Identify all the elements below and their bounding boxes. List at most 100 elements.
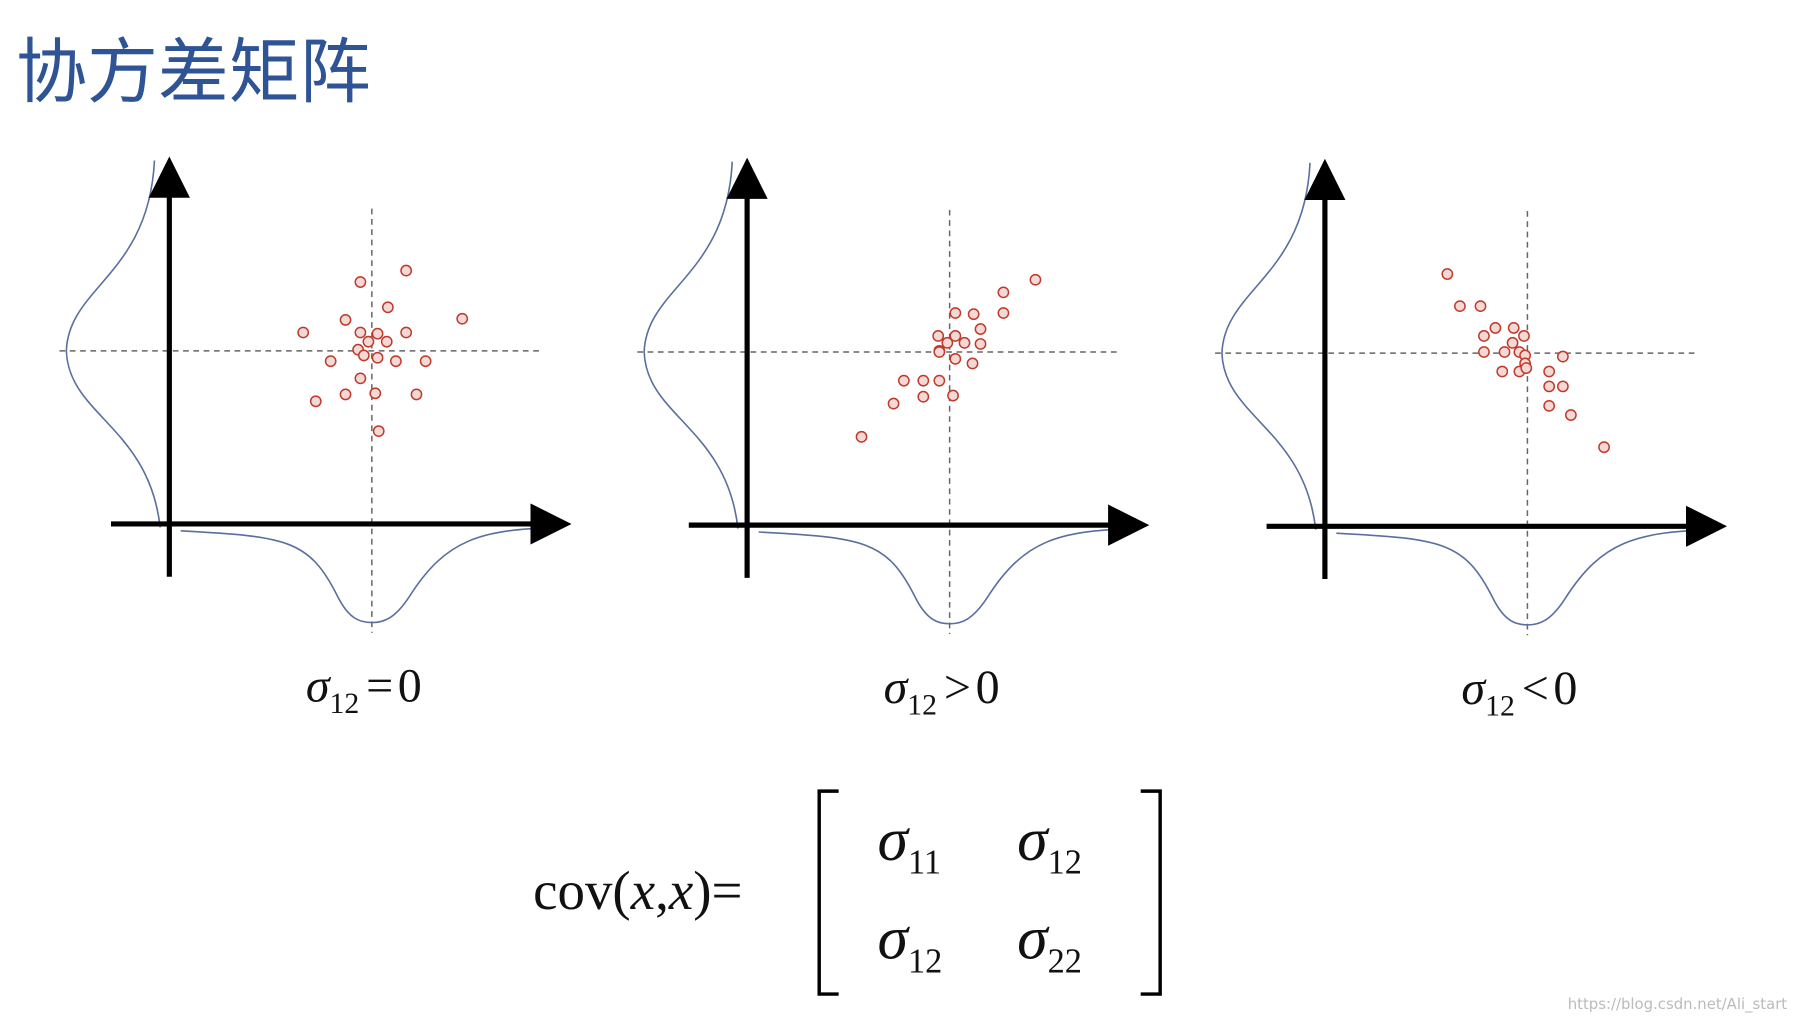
scatter-point — [974, 323, 987, 335]
caption: σ12 = 0 — [306, 660, 422, 721]
scatter-point — [897, 374, 910, 387]
scatter-point — [932, 330, 945, 342]
scatter-point — [966, 357, 979, 370]
scatter-point — [339, 388, 352, 401]
scatter-point — [1543, 380, 1556, 393]
plot-panel: σ12 >0 — [637, 157, 1150, 721]
scatter-point — [309, 395, 322, 408]
entry-sub: 12 — [908, 942, 942, 980]
scatter-point — [917, 374, 930, 387]
entry-sub: 12 — [1048, 844, 1082, 882]
scatter-point — [297, 326, 310, 339]
marginal-y — [643, 161, 739, 529]
caption-relation: < — [1522, 662, 1549, 715]
scatter-point — [967, 308, 980, 321]
scatter-point — [410, 388, 423, 401]
scatter-point — [1507, 322, 1520, 334]
scatter-point — [372, 425, 385, 438]
marginal-y — [1221, 162, 1317, 530]
scatter-point — [933, 346, 946, 358]
caption-symbol: σ — [306, 660, 332, 713]
entry-symbol: σ — [878, 904, 911, 972]
scatter-point — [339, 313, 352, 326]
left-bracket — [817, 789, 839, 996]
scatter-point — [855, 430, 868, 443]
scatter-point — [949, 307, 962, 319]
scatter-point — [947, 389, 959, 402]
entry-sub: 11 — [908, 844, 941, 882]
scatter-point — [958, 336, 971, 349]
scatter-point — [941, 336, 954, 349]
entry-symbol: σ — [1017, 806, 1050, 874]
scatter-point — [371, 351, 384, 364]
scatter-point — [1478, 346, 1490, 358]
matrix-entry: σ11 — [878, 806, 942, 882]
caption-rhs: 0 — [976, 661, 1000, 714]
scatter-point — [887, 397, 900, 410]
scatter-point — [997, 286, 1010, 299]
scatter-point — [1543, 365, 1556, 378]
scatter-point — [974, 338, 987, 350]
matrix-entry: σ12 — [878, 904, 943, 980]
caption-rhs: 0 — [398, 660, 422, 713]
scatter-point — [400, 326, 413, 339]
scatter-point — [1454, 300, 1466, 313]
scatter-point — [1518, 330, 1530, 342]
scatter-point — [1474, 300, 1487, 313]
scatter-point — [1598, 441, 1610, 454]
scatter-point — [456, 312, 469, 325]
scatter-point — [354, 326, 367, 339]
scatter-point — [933, 374, 946, 387]
caption: σ12 <0 — [1461, 662, 1577, 723]
scatter-point — [362, 335, 375, 348]
caption-relation: > — [944, 661, 971, 714]
entry-symbol: σ — [878, 806, 911, 874]
plot-panel: σ12 <0 — [1215, 158, 1728, 723]
scatter-point — [381, 301, 394, 314]
scatter-point — [1441, 268, 1454, 280]
scatter-point — [369, 387, 382, 400]
entry-sub: 22 — [1048, 942, 1082, 980]
marginal-x — [180, 526, 558, 624]
scatter-point — [1506, 336, 1519, 349]
plot-panel: σ12 = 0 — [59, 156, 572, 721]
formula-lhs: cov(x,x)= — [533, 860, 742, 921]
caption-sub: 12 — [1485, 689, 1515, 722]
scatter-point — [949, 352, 962, 365]
scatter-point — [1543, 399, 1556, 412]
matrix-entry: σ12 — [1017, 806, 1082, 882]
scatter-point — [354, 372, 367, 385]
marginal-x — [1336, 528, 1713, 626]
marginal-x — [758, 527, 1136, 625]
scatter-point — [949, 330, 962, 342]
scatter-point — [371, 327, 384, 340]
scatter-point — [389, 355, 402, 368]
slide-title: 协方差矩阵 — [16, 30, 371, 113]
right-bracket — [1140, 789, 1162, 996]
caption-relation: = — [366, 660, 393, 713]
scatter-point — [1489, 322, 1502, 334]
scatter-point — [1520, 362, 1533, 374]
scatter-point — [354, 276, 367, 288]
caption-symbol: σ — [1461, 662, 1487, 715]
plots: σ12 = 0 σ12 >0 σ12 <0 — [59, 156, 1728, 723]
scatter-point — [1496, 365, 1509, 378]
scatter-point — [997, 307, 1010, 319]
caption-sub: 12 — [330, 687, 360, 720]
scatter-point — [1556, 350, 1569, 363]
scatter-point — [917, 390, 930, 403]
scatter-point — [1478, 330, 1490, 342]
marginal-y — [65, 160, 161, 528]
watermark: https://blog.csdn.net/Ali_start — [1568, 995, 1788, 1013]
scatter-point — [380, 335, 393, 348]
scatter-point — [419, 355, 432, 368]
scatter-point — [324, 355, 337, 368]
matrix-entry: σ22 — [1017, 904, 1082, 980]
caption-sub: 12 — [907, 688, 937, 721]
entry-symbol: σ — [1017, 904, 1050, 972]
scatter-point — [1029, 273, 1042, 286]
scatter-point — [1565, 409, 1577, 421]
caption-rhs: 0 — [1553, 662, 1577, 715]
